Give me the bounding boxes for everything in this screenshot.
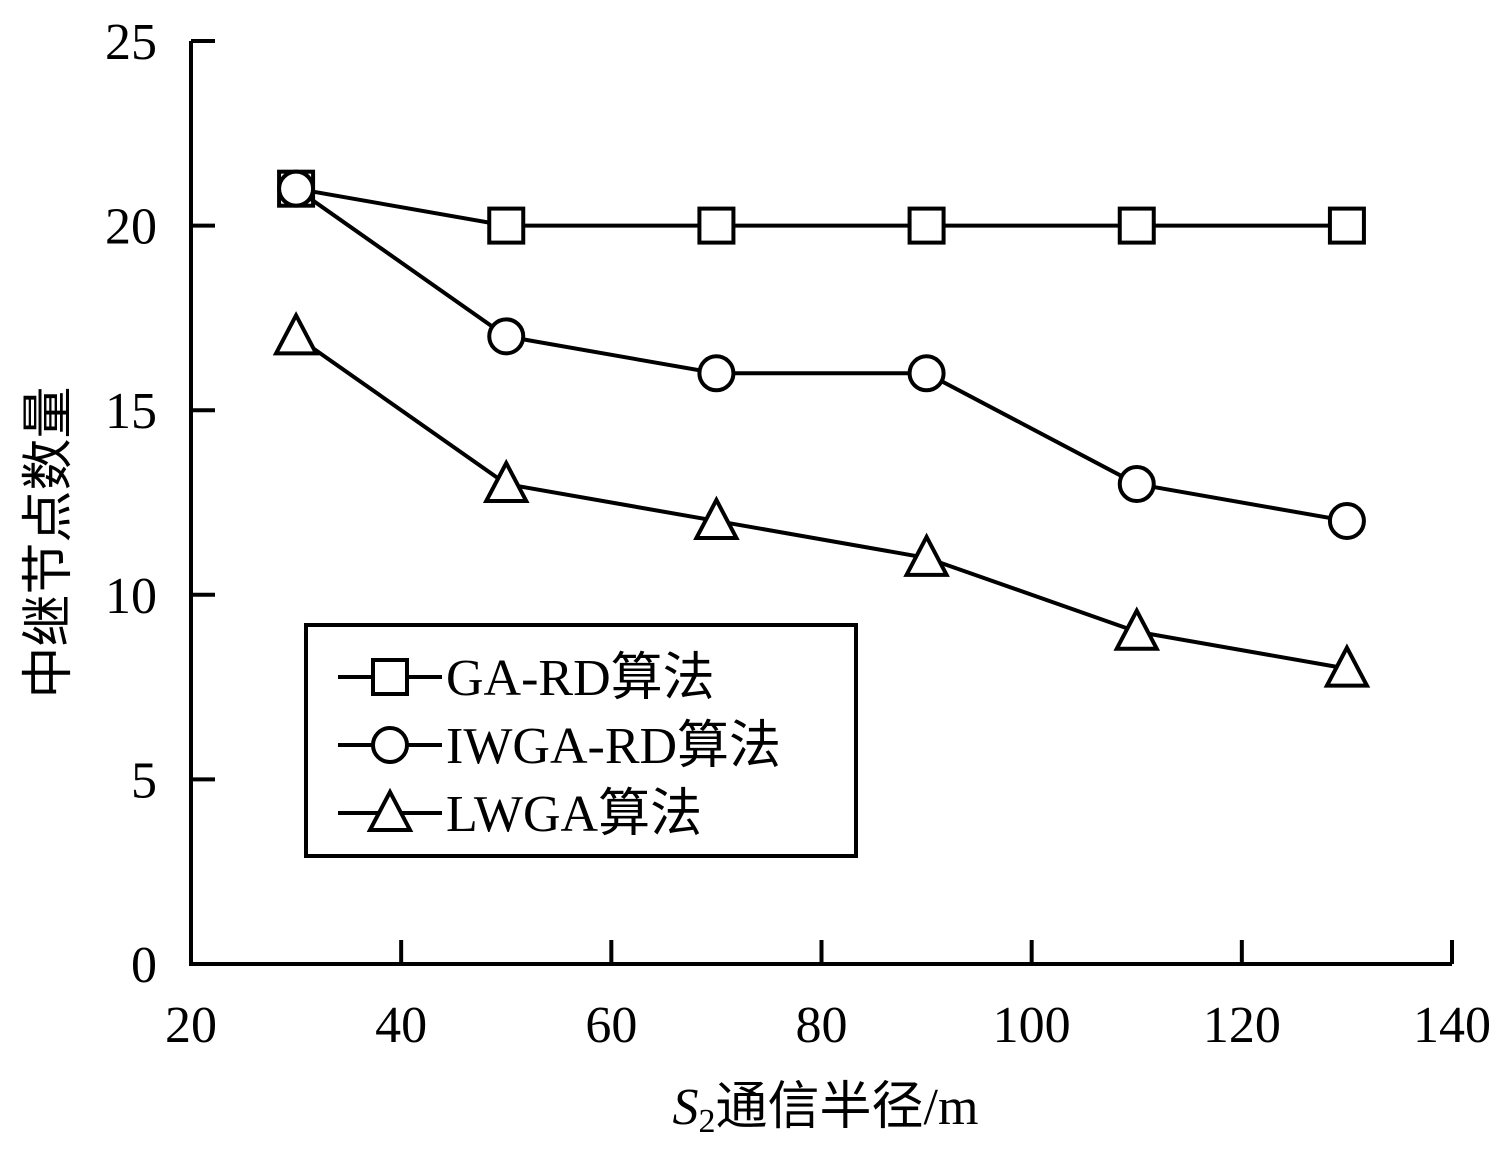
legend-entry: GA-RD算法 [338,650,715,707]
x-tick-label: 80 [796,997,848,1054]
y-tick-label: 20 [105,199,157,256]
x-tick-label: 20 [165,997,217,1054]
x-axis-ticks: 20 40 60 80 100 120 140 [165,940,1491,1054]
x-axis-label: S2通信半径/m [673,1079,979,1140]
y-tick-label: 25 [105,14,157,71]
series-layer [272,169,1371,688]
x-axis-label-prefix: S [673,1079,699,1136]
x-tick-label: 40 [375,997,427,1054]
series-triangle [272,311,1371,688]
legend-label: GA-RD算法 [446,650,715,707]
legend-entry: IWGA-RD算法 [338,718,781,775]
data-point-circle [907,354,946,393]
y-tick-label: 15 [105,383,157,440]
data-point-triangle [1323,643,1371,688]
series-line [295,186,1347,228]
legend: GA-RD算法 IWGA-RD算法 LWGA算法 [304,623,858,858]
y-tick-label: 5 [131,752,157,809]
data-point-circle [697,354,736,393]
data-point-square [1117,206,1156,245]
data-point-circle [1117,465,1156,504]
y-axis-ticks: 0 5 10 15 20 25 [105,14,215,994]
x-axis-label-rest: 通信半径/m [716,1079,979,1136]
series-square [277,169,1366,245]
data-point-triangle [482,458,530,504]
x-axis-label-subscript: 2 [699,1103,716,1140]
legend-label: IWGA-RD算法 [446,718,781,775]
data-point-circle [1327,501,1366,540]
data-point-square [907,206,946,245]
y-axis-label: 中继节点数量 [21,386,78,698]
data-point-circle [277,169,316,208]
series-line [294,334,1348,671]
x-tick-label: 140 [1413,997,1491,1054]
legend-marker-circle [371,726,409,764]
data-point-circle [487,317,526,356]
data-point-triangle [693,495,740,540]
y-tick-label: 0 [131,937,157,994]
data-point-square [487,206,526,245]
data-point-square [697,206,736,245]
legend-marker-triangle [366,787,414,832]
series-circle [277,169,1366,540]
x-tick-label: 100 [993,997,1071,1054]
data-point-triangle [903,532,950,577]
data-point-triangle [272,311,320,356]
data-point-square [1327,206,1366,245]
data-point-triangle [1113,606,1161,651]
legend-label: LWGA算法 [446,786,702,843]
x-tick-label: 120 [1203,997,1281,1054]
series-line [294,187,1348,523]
x-tick-label: 60 [585,997,637,1054]
legend-entry: LWGA算法 [338,786,702,843]
y-tick-label: 10 [105,568,157,625]
legend-marker-square [371,658,409,696]
